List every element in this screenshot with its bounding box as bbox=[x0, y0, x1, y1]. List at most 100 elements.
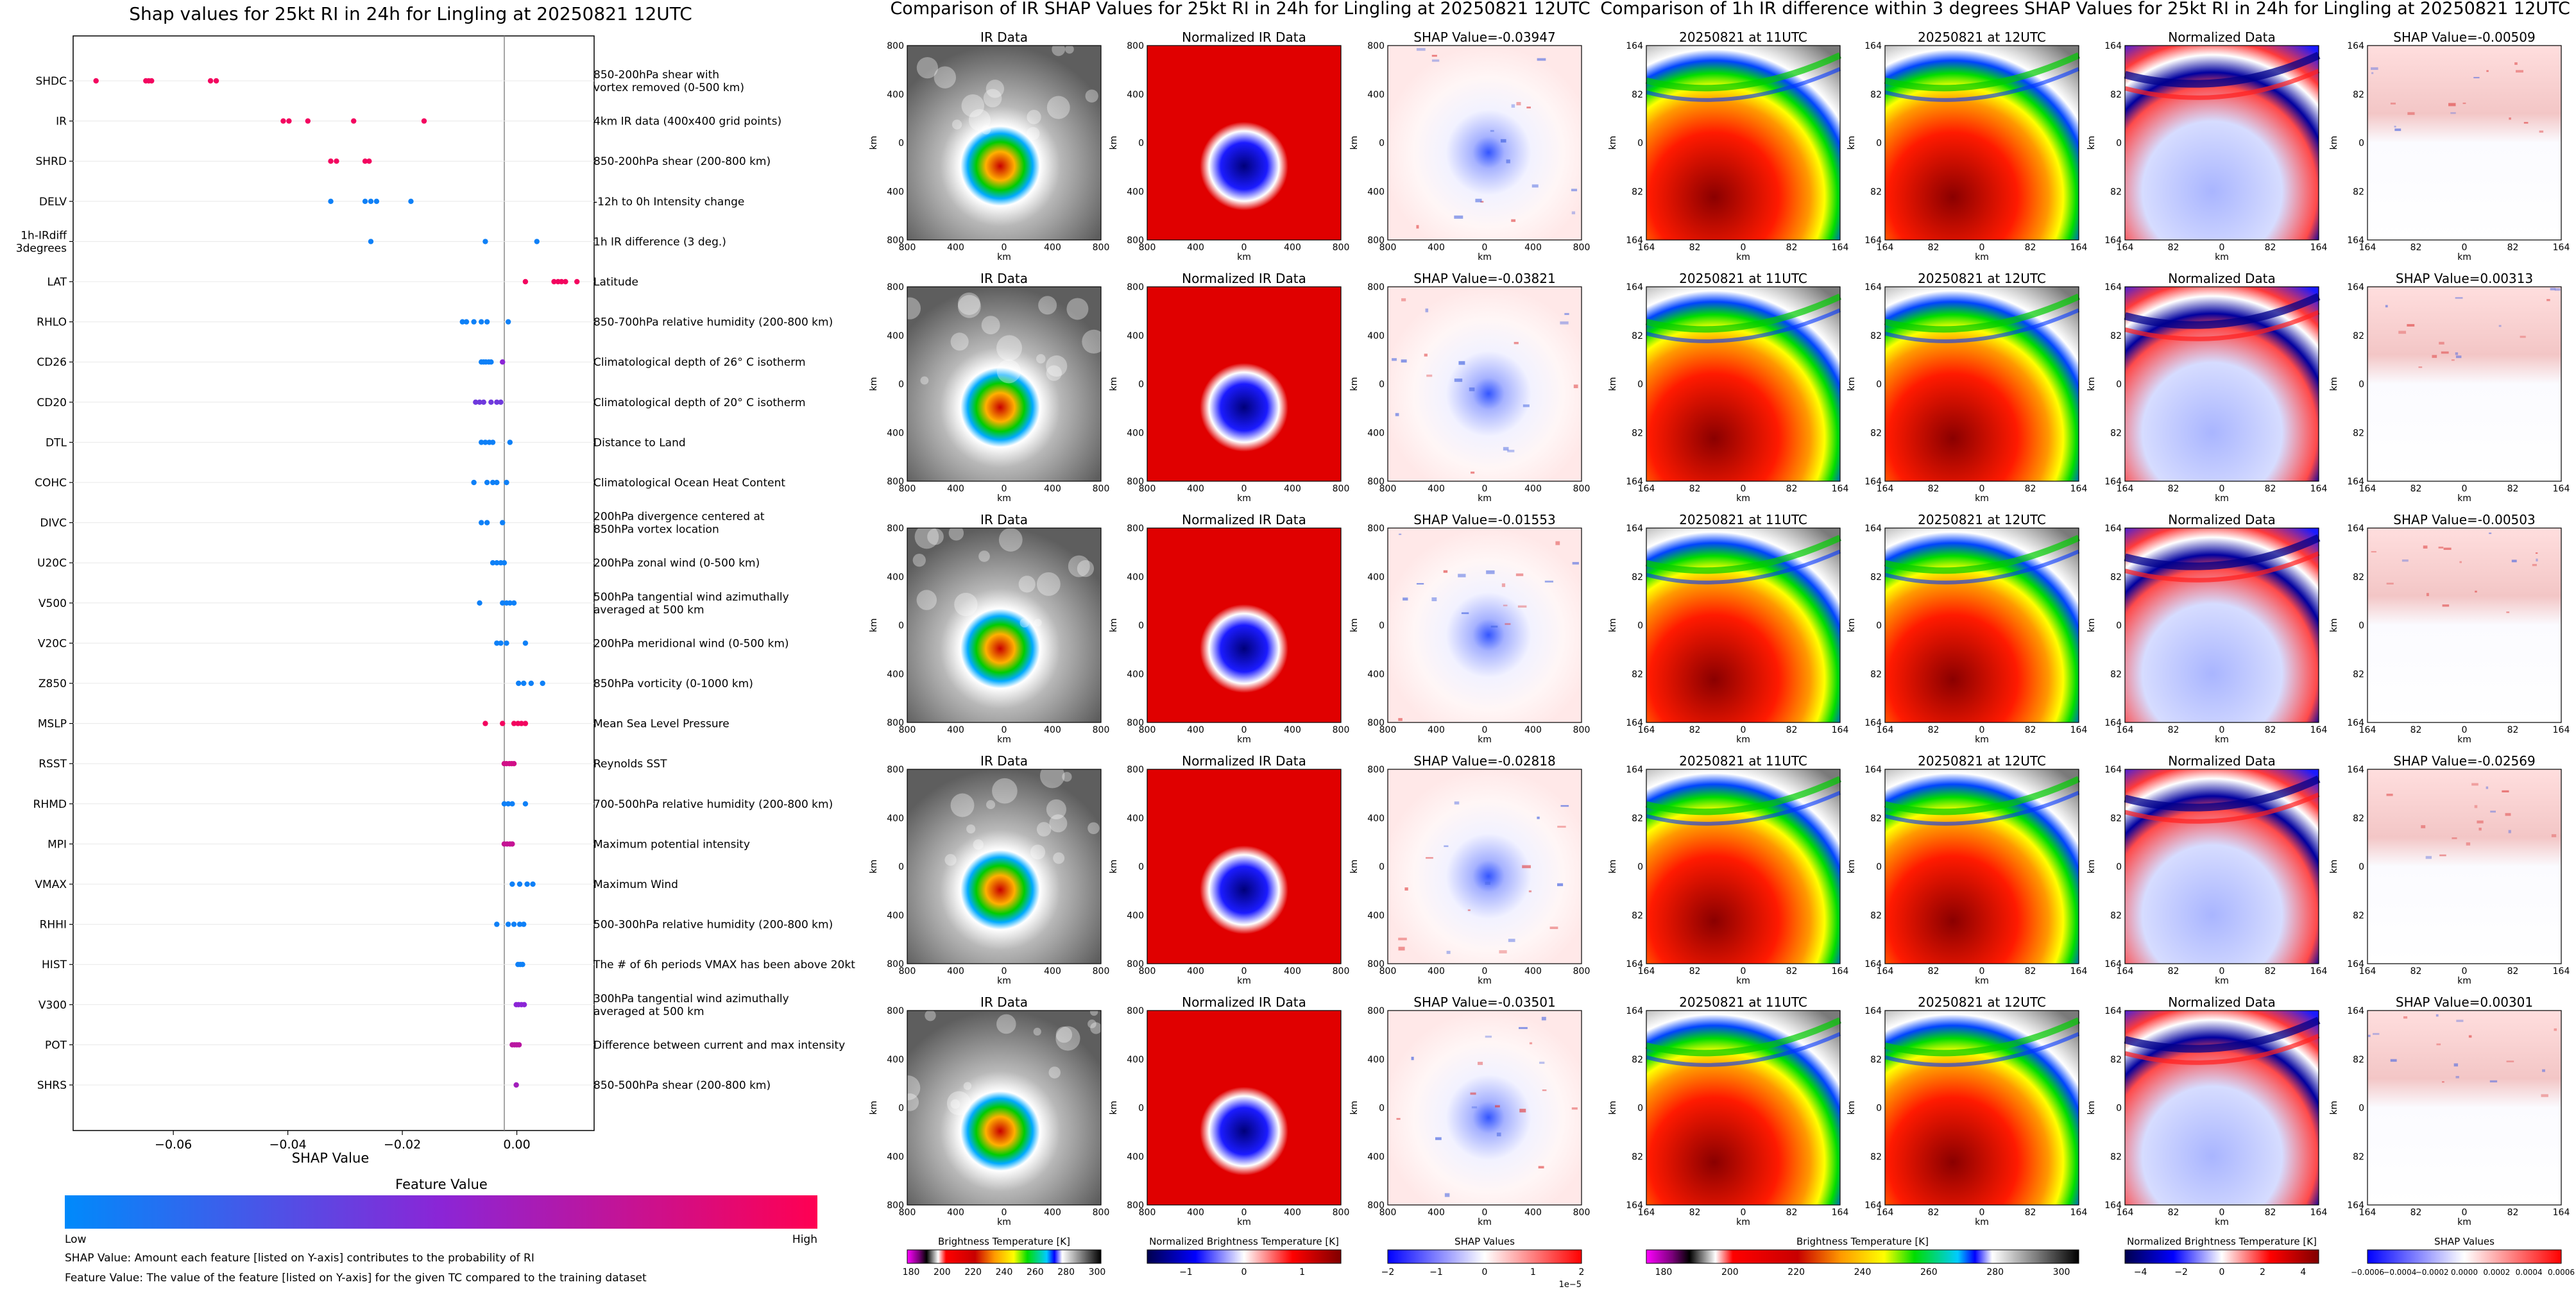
y-tick-label: 0 bbox=[1138, 139, 1144, 149]
shap-texture bbox=[1475, 198, 1482, 203]
x-tick-label: 0 bbox=[1979, 966, 1985, 977]
shap-texture bbox=[1470, 1092, 1476, 1095]
y-axis-label: km bbox=[1847, 377, 1857, 391]
shap-texture bbox=[1528, 890, 1532, 892]
shap-point bbox=[408, 198, 414, 204]
panel-title: Normalized Data bbox=[2168, 271, 2276, 286]
x-tick-label: 800 bbox=[1139, 484, 1156, 494]
shap-texture bbox=[1404, 887, 1408, 891]
panel-title: Normalized Data bbox=[2168, 30, 2276, 45]
shap-point bbox=[362, 198, 368, 204]
shap-texture bbox=[1444, 845, 1449, 848]
x-tick-label: 400 bbox=[1284, 966, 1301, 977]
panel-frame bbox=[907, 286, 1102, 482]
band-texture bbox=[2124, 293, 2321, 329]
shap-texture bbox=[2394, 125, 2396, 128]
panel-title: 20250821 at 12UTC bbox=[1918, 512, 2046, 527]
image-panel: Normalized IR Data8008004004000040040080… bbox=[1109, 512, 1349, 745]
x-tick-label: −0.02 bbox=[384, 1138, 421, 1152]
feature-description: 4km IR data (400x400 grid points) bbox=[593, 115, 781, 128]
shap-point bbox=[490, 479, 496, 486]
colorbar-tick: 260 bbox=[1027, 1267, 1044, 1277]
feature-label-line: Z850 bbox=[38, 678, 67, 690]
shap-texture bbox=[2536, 558, 2538, 561]
x-tick-label: 800 bbox=[1093, 1208, 1110, 1218]
x-tick-label: 82 bbox=[2265, 725, 2276, 735]
feature-description: Maximum potential intensity bbox=[593, 838, 750, 851]
shap-point bbox=[482, 721, 488, 726]
cloud-texture bbox=[1034, 619, 1042, 627]
shap-texture bbox=[1505, 623, 1511, 626]
shap-texture bbox=[1555, 541, 1560, 545]
x-axis-label: km bbox=[1975, 976, 1989, 986]
feature-description: Climatological depth of 26° C isotherm bbox=[593, 356, 806, 369]
y-tick-label: 164 bbox=[2347, 959, 2364, 969]
y-tick-label: 800 bbox=[1367, 282, 1385, 293]
image-panel: Normalized Data1641648282008282164164kmk… bbox=[2086, 994, 2327, 1227]
colorbar-tick: −2 bbox=[1381, 1267, 1395, 1277]
shap-point bbox=[530, 881, 536, 887]
x-axis-label: km bbox=[1478, 1217, 1492, 1227]
y-tick-label: 800 bbox=[1127, 282, 1144, 293]
colorbar-tick: −4 bbox=[2134, 1267, 2147, 1277]
shap-texture bbox=[2456, 1020, 2464, 1022]
shap-texture bbox=[2435, 1014, 2439, 1017]
shap-texture bbox=[1443, 570, 1448, 573]
x-tick-label: 400 bbox=[1284, 484, 1301, 494]
y-tick-label: 164 bbox=[2104, 1006, 2122, 1016]
cloud-texture bbox=[1066, 298, 1089, 320]
y-tick-label: 0 bbox=[1637, 139, 1643, 149]
x-tick-label: 164 bbox=[2070, 243, 2088, 253]
y-tick-label: 800 bbox=[1367, 477, 1385, 487]
y-axis-label: km bbox=[1608, 619, 1618, 633]
feature-label-line: LAT bbox=[47, 276, 67, 289]
shap-texture bbox=[1500, 139, 1506, 143]
y-tick-label: 82 bbox=[1632, 814, 1643, 824]
x-tick-label: 800 bbox=[1333, 484, 1350, 494]
x-tick-label: 0 bbox=[1241, 1208, 1247, 1218]
panel-image bbox=[907, 46, 1101, 240]
x-tick-label: 164 bbox=[1832, 1208, 1849, 1218]
shap-point bbox=[501, 801, 508, 807]
y-tick-label: 164 bbox=[2347, 477, 2364, 487]
panel-title: SHAP Value=-0.00509 bbox=[2393, 30, 2535, 45]
x-tick-label: 82 bbox=[1689, 966, 1701, 977]
x-tick-label: 800 bbox=[899, 243, 916, 253]
y-tick-label: 800 bbox=[1367, 959, 1385, 969]
x-axis-label: km bbox=[1736, 1217, 1750, 1227]
y-tick-label: 82 bbox=[2353, 572, 2364, 583]
feature-label: COHC bbox=[35, 477, 67, 490]
feature-description: Mean Sea Level Pressure bbox=[593, 718, 729, 731]
band-texture bbox=[2124, 1016, 2321, 1053]
shap-texture bbox=[2514, 62, 2518, 65]
x-tick-label: 164 bbox=[2553, 725, 2570, 735]
panel-title: IR Data bbox=[980, 994, 1028, 1010]
cloud-texture bbox=[951, 119, 962, 130]
band-texture bbox=[1646, 790, 1841, 826]
cloud-texture bbox=[1039, 763, 1065, 789]
x-tick-label: 82 bbox=[1689, 243, 1701, 253]
shap-texture bbox=[2535, 552, 2538, 554]
shap-texture bbox=[2506, 1061, 2514, 1063]
y-tick-label: 800 bbox=[1367, 1200, 1385, 1211]
cloud-texture bbox=[1090, 1022, 1102, 1034]
x-axis-label: km bbox=[2457, 1217, 2471, 1227]
panel-frame bbox=[1646, 1010, 1841, 1206]
y-axis-label: km bbox=[1608, 860, 1618, 874]
shap-point bbox=[509, 841, 515, 847]
y-tick-label: 0 bbox=[1379, 139, 1385, 149]
panel-frame bbox=[1387, 1010, 1582, 1206]
diff-panels-title: Comparison of 1h IR difference within 3 … bbox=[1600, 0, 2570, 19]
x-tick-label: 400 bbox=[947, 725, 964, 735]
shap-point bbox=[368, 198, 374, 204]
x-tick-label: 164 bbox=[2117, 243, 2134, 253]
shap-texture bbox=[1507, 449, 1515, 452]
band-texture bbox=[1884, 776, 2081, 815]
y-tick-label: 164 bbox=[1864, 959, 1882, 969]
y-tick-label: 800 bbox=[1367, 524, 1385, 534]
shap-texture bbox=[1486, 570, 1495, 574]
y-tick-label: 400 bbox=[1127, 331, 1144, 341]
feature-description-line: Difference between current and max inten… bbox=[593, 1039, 845, 1052]
